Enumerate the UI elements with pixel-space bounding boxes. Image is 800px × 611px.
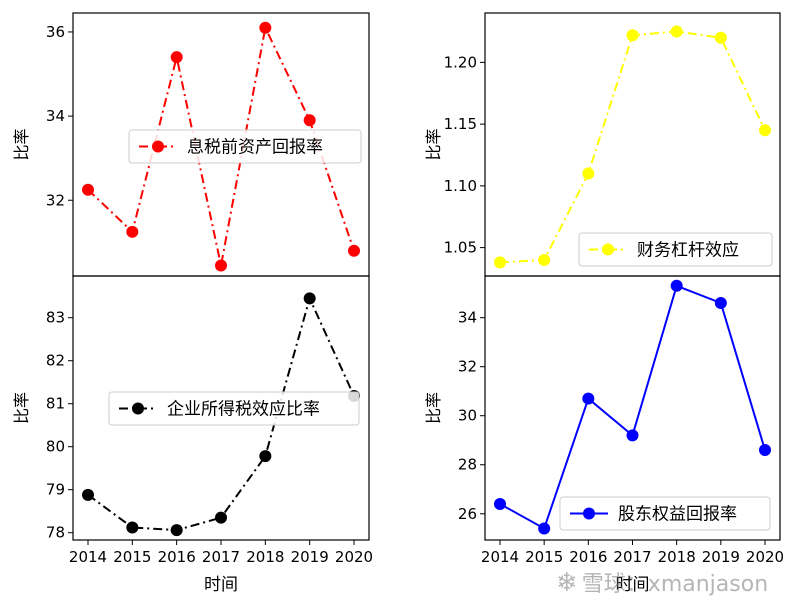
legend-marker [132,402,144,415]
data-point [259,21,272,34]
y-tick-label: 81 [46,395,65,413]
data-point [494,497,506,510]
watermark: ❄ 雪球：xmanjason [556,566,768,598]
data-point [670,25,683,38]
data-point [494,256,506,269]
y-tick-label: 1.05 [444,239,477,257]
x-tick-label: 2018 [658,548,696,566]
y-tick-label: 34 [458,309,477,327]
y-tick-label: 30 [458,407,477,425]
data-point [582,167,595,180]
data-point [538,522,551,535]
subplot-4: 26 28 30 32 34 2014 2015 2016 2017 2018 2019 2020 比率… [424,275,784,595]
legend-label: 财务杠杆效应 [637,241,739,261]
y-tick-label: 28 [458,456,477,474]
legend-box [128,129,362,164]
x-tick-label: 2015 [113,548,151,566]
data-point [714,296,727,309]
data-point [759,124,771,137]
y-tick-label: 1.10 [444,177,477,195]
x-tick-label: 2020 [335,548,373,566]
axes-frame [72,275,370,541]
snowball-logo-icon: ❄ [556,568,578,598]
y-tick-label: 26 [458,505,477,523]
x-axis-label: 时间 [616,575,650,595]
data-point [303,292,316,305]
subplot-1: 32 34 36 比率 息税前资产回报率 [12,12,370,277]
y-tick-label: 80 [46,438,65,456]
x-tick-label: 2020 [746,548,784,566]
y-tick-label: 1.15 [444,115,477,133]
legend-label: 企业所得税效应比率 [167,400,320,420]
y-tick-label: 79 [46,481,65,499]
data-point [259,450,272,463]
x-axis-label: 时间 [204,575,238,595]
x-tick-label: 2019 [291,548,329,566]
axes-frame [484,275,781,541]
series-line [499,30,766,264]
x-tick-label: 2016 [158,548,196,566]
x-tick-label: 2016 [569,548,607,566]
watermark-text: 雪球：xmanjason [581,572,769,597]
y-tick-label: 32 [458,358,477,376]
legend-label: 息税前资产回报率 [187,138,323,158]
y-axis-label: 比率 [12,128,31,160]
data-point [126,225,139,238]
legend-marker [583,507,595,520]
data-point [582,392,595,405]
x-tick-label: 2017 [613,548,651,566]
data-point [714,31,727,44]
data-point [82,488,94,501]
data-point [215,511,227,524]
y-tick-label: 34 [46,107,65,125]
y-tick-label: 36 [46,23,65,41]
series-line [499,284,766,530]
data-point [538,253,551,266]
legend-box [108,391,360,426]
x-tick-label: 2014 [481,548,519,566]
data-point [170,524,183,537]
y-tick-label: 82 [46,352,65,370]
y-axis-label: 比率 [424,392,443,424]
y-tick-label: 78 [46,524,65,542]
legend-label: 股东权益回报率 [618,505,737,525]
legend-marker [602,243,614,256]
data-point [348,244,360,257]
data-point [82,183,94,196]
legend-box [559,496,771,531]
x-tick-label: 2014 [69,548,107,566]
legend-box [578,232,773,267]
subplot-3: 78 79 80 81 82 83 2014 2015 2016 2017 2018 2019 2020… [12,275,373,595]
y-axis-label: 比率 [12,392,31,424]
y-tick-label: 32 [46,191,65,209]
data-point [670,279,683,292]
x-tick-label: 2017 [202,548,240,566]
x-tick-label: 2015 [525,548,563,566]
y-axis-label: 比率 [424,128,443,160]
data-point [626,29,639,42]
data-point [126,521,139,534]
y-tick-label: 83 [46,309,65,327]
data-point [759,444,771,457]
data-point [626,429,639,442]
data-point [170,51,183,64]
x-tick-label: 2018 [246,548,284,566]
legend-marker [152,140,164,153]
x-tick-label: 2019 [702,548,740,566]
y-tick-label: 1.20 [444,53,477,71]
data-point [215,259,227,272]
data-point [303,114,316,127]
